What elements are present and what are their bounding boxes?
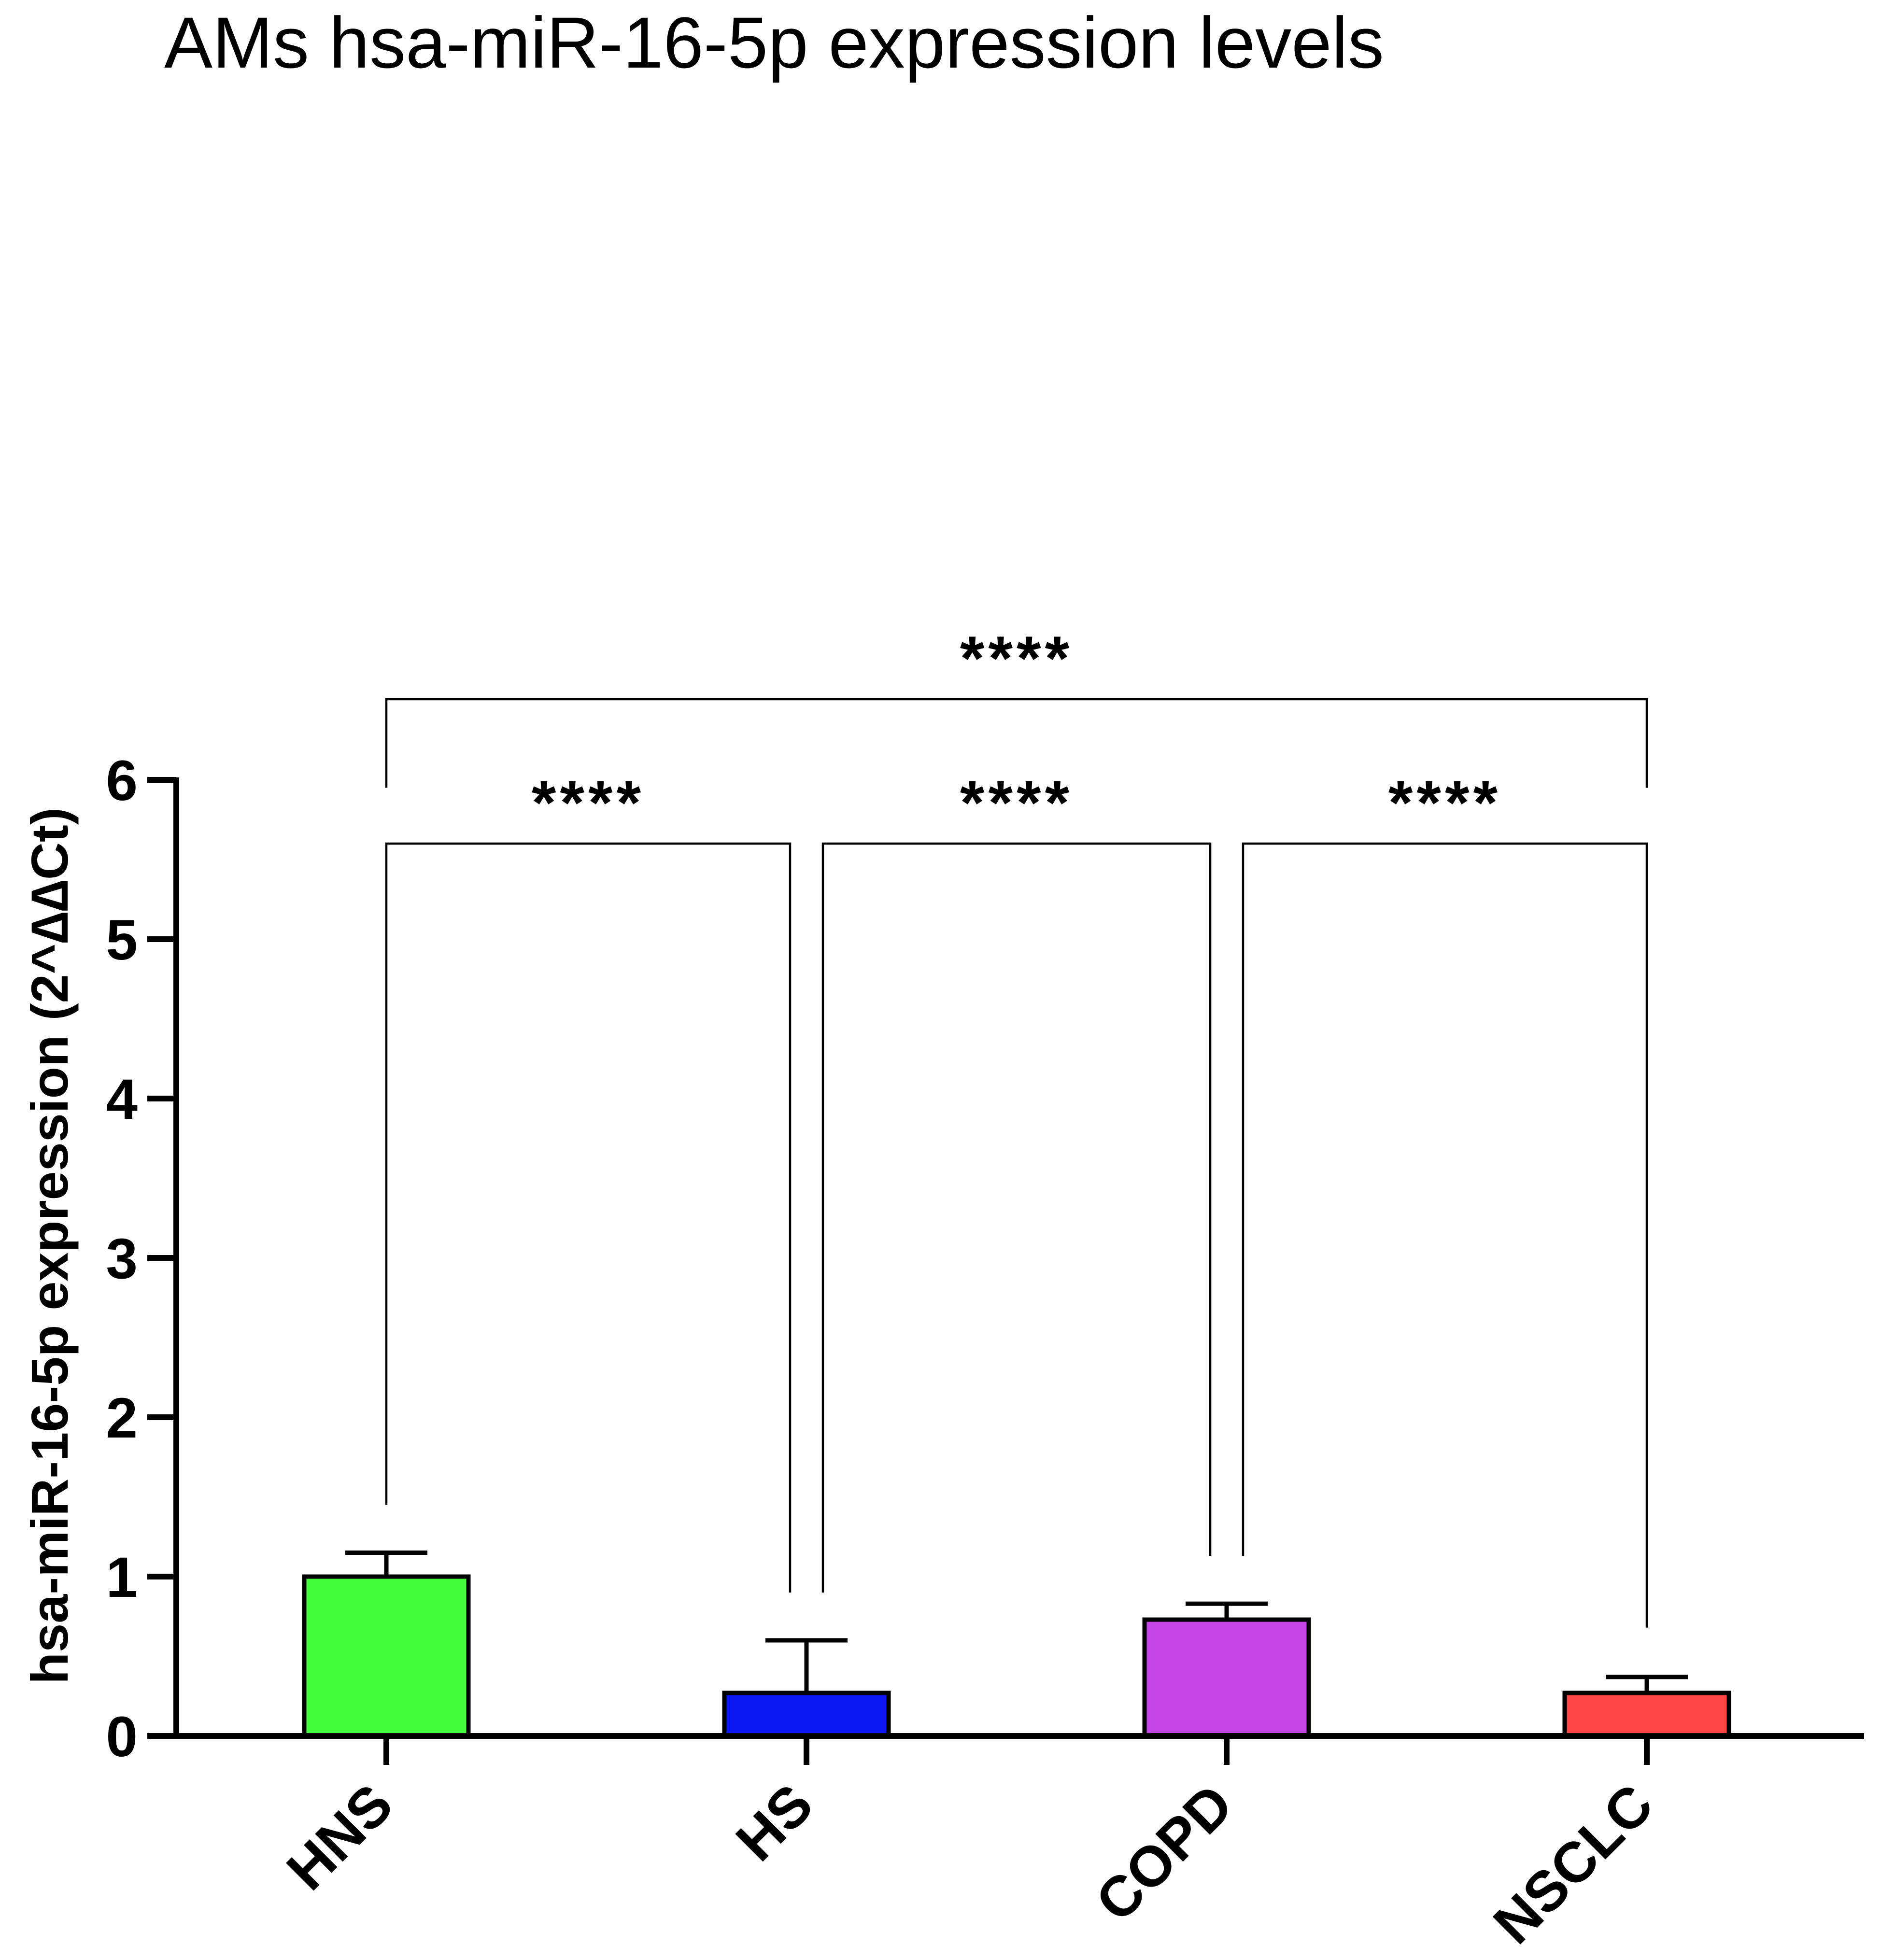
bar-hns [302, 1574, 471, 1738]
y-ticks-layer: 0 1 2 3 4 5 6 [106, 749, 176, 1769]
significance-bracket-2 [821, 842, 1212, 1593]
bar-copd [1142, 1617, 1311, 1738]
significance-label-1: **** [532, 767, 645, 838]
y-tick-label-2: 2 [106, 1386, 138, 1450]
bar-nsclc [1562, 1691, 1731, 1738]
bar-hs [722, 1691, 891, 1738]
x-ticks-layer: HNS HS COPD NSCLC [275, 1736, 1666, 1956]
chart-title: AMs hsa-miR-16-5p expression levels [164, 2, 1384, 83]
significance-layer: **** **** **** **** [385, 623, 1648, 1628]
significance-label-2: **** [960, 767, 1073, 838]
x-tick-label-nsclc: NSCLC [1482, 1772, 1666, 1956]
y-tick-label-6: 6 [106, 749, 138, 813]
significance-bracket-1 [385, 842, 792, 1593]
x-tick-label-hns: HNS [275, 1772, 405, 1903]
x-tick-label-hs: HS [724, 1772, 825, 1873]
y-tick-label-4: 4 [106, 1068, 138, 1131]
significance-label-3: **** [1388, 767, 1501, 838]
x-tick-label-copd: COPD [1084, 1772, 1245, 1933]
significance-bracket-4 [385, 698, 1648, 788]
significance-label-4: **** [960, 623, 1073, 693]
bars-layer [302, 1574, 1731, 1738]
y-tick-label-0: 0 [106, 1705, 138, 1769]
y-tick-label-3: 3 [106, 1227, 138, 1291]
y-tick-label-5: 5 [106, 908, 138, 972]
significance-bracket-3 [1242, 842, 1648, 1628]
y-tick-label-1: 1 [106, 1546, 138, 1609]
y-axis-label: hsa-miR-16-5p expression (2^∆∆Ct) [20, 807, 79, 1684]
error-bars-layer [345, 1551, 1688, 1693]
